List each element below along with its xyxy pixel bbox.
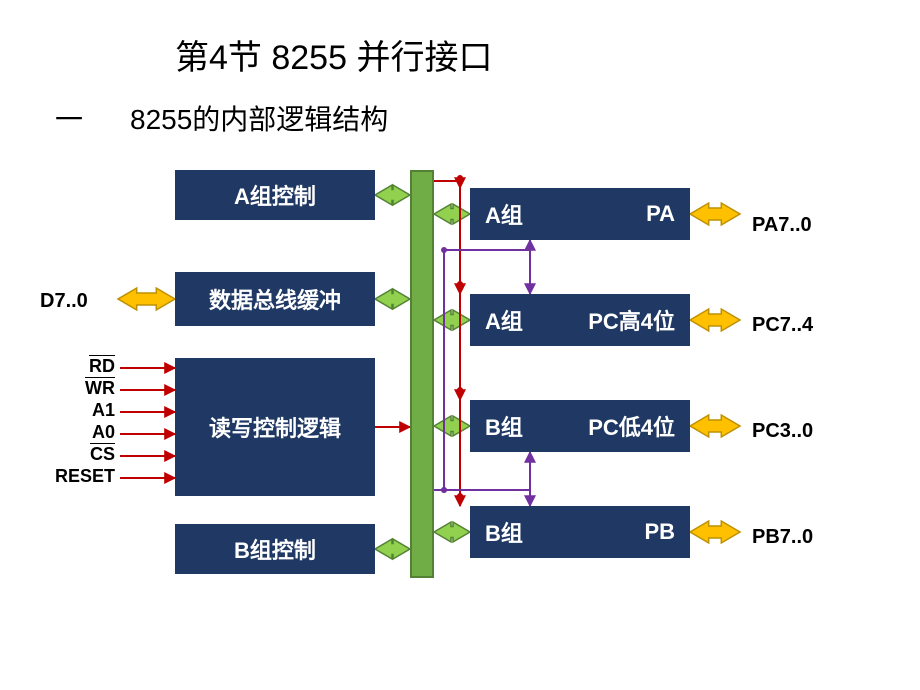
block-a_pch: A组PC高4位 — [470, 294, 690, 346]
orange-arrow-3 — [690, 415, 740, 437]
orange-arrow-2 — [690, 309, 740, 331]
ctrl-label-a0: A0 — [92, 422, 115, 443]
ctrl-label-wr: WR — [85, 378, 115, 399]
block-a_ctrl: A组控制 — [175, 170, 375, 220]
block-rw_logic: 读写控制逻辑 — [175, 358, 375, 496]
block-b_ctrl: B组控制 — [175, 524, 375, 574]
green-arrow-5 — [434, 522, 470, 542]
ctrl-label-a1: A1 — [92, 400, 115, 421]
green-arrow-4 — [434, 416, 470, 436]
green-arrow-2 — [375, 289, 410, 309]
label-pb70: PB7..0 — [752, 526, 813, 549]
page-title: 第4节 8255 并行接口 — [175, 30, 492, 79]
ctrl-label-reset: RESET — [55, 466, 115, 487]
label-pc30: PC3..0 — [752, 420, 813, 443]
orange-arrow-1 — [690, 203, 740, 225]
ctrl-label-rd: RD — [89, 356, 115, 377]
green-arrow-6 — [375, 539, 410, 559]
label-pa70: PA7..0 — [752, 214, 812, 237]
section-num: 一 — [55, 98, 83, 138]
ctrl-label-cs: CS — [90, 444, 115, 465]
purple-path-1 — [444, 490, 530, 506]
label-d70: D7..0 — [40, 290, 88, 313]
label-pc74: PC7..4 — [752, 314, 813, 337]
block-b_pb: B组PB — [470, 506, 690, 558]
section-title: 8255的内部逻辑结构 — [130, 98, 388, 138]
block-a_pa: A组PA — [470, 188, 690, 240]
block-b_pcl: B组PC低4位 — [470, 400, 690, 452]
green-arrow-1 — [434, 204, 470, 224]
block-data_buf: 数据总线缓冲 — [175, 272, 375, 326]
orange-arrow-4 — [690, 521, 740, 543]
green-arrow-3 — [434, 310, 470, 330]
green-arrow-0 — [375, 185, 410, 205]
purple-path-0 — [434, 240, 530, 490]
bus-bar — [410, 170, 434, 578]
orange-arrow-0 — [118, 288, 175, 310]
